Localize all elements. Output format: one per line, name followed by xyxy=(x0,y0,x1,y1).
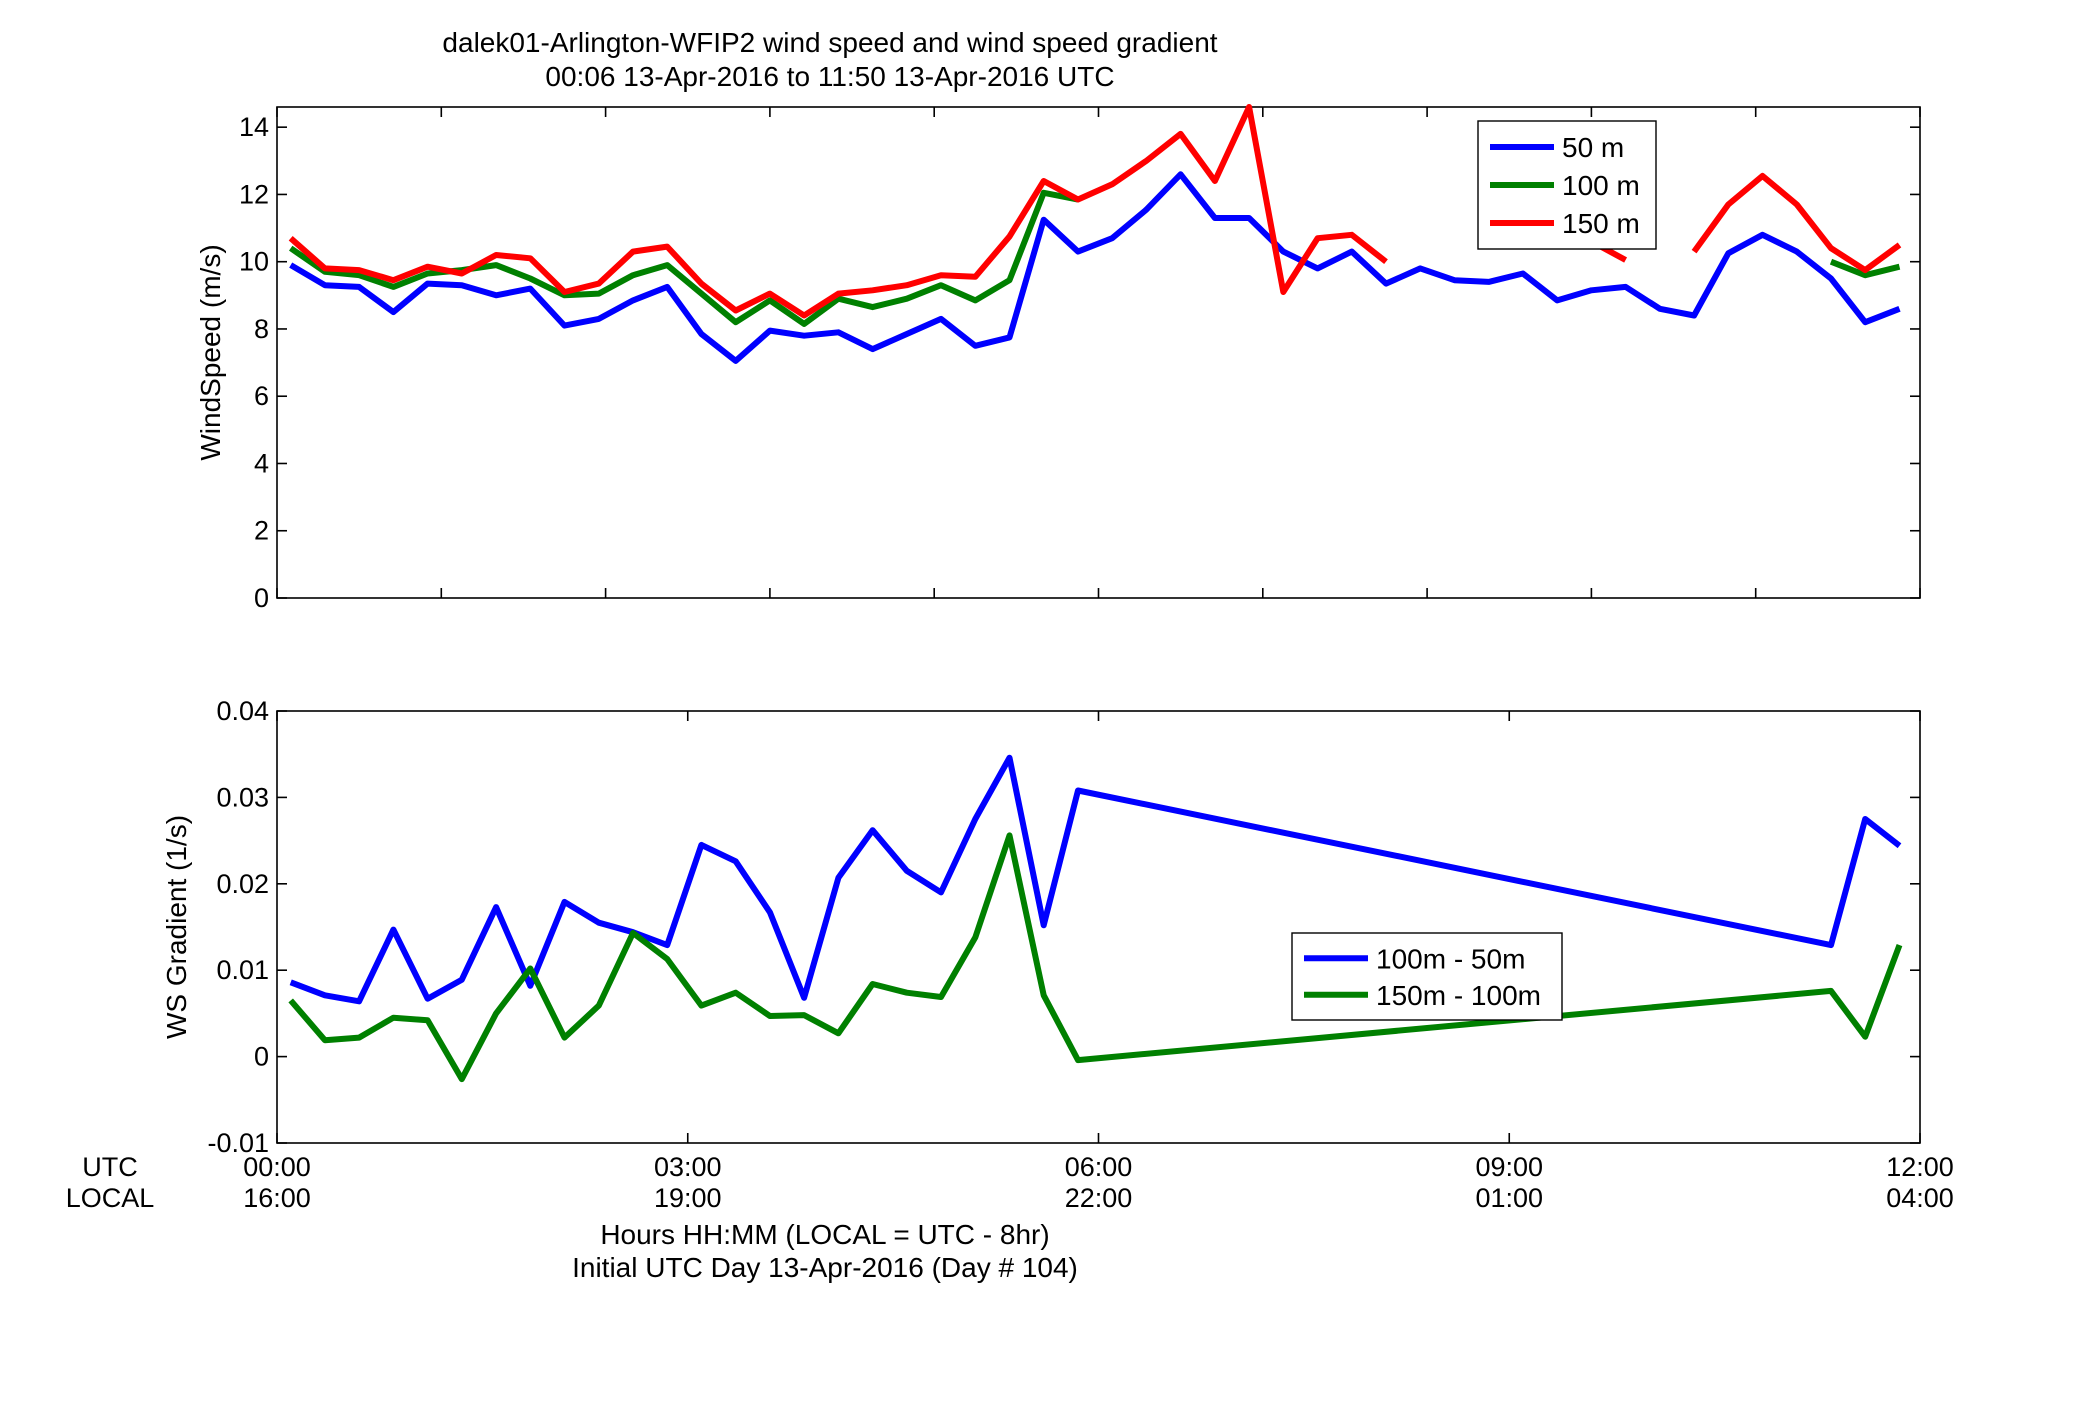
legend-entry: 100m - 50m xyxy=(1376,943,1525,974)
y-tick-label: 6 xyxy=(254,381,269,411)
legend-box xyxy=(1291,932,1563,1021)
y-tick-label: 12 xyxy=(239,179,269,209)
legend-entry: 150m - 100m xyxy=(1376,980,1541,1011)
utc-tick-label: 03:00 xyxy=(654,1152,722,1182)
y-tick-label: 0 xyxy=(254,583,269,613)
local-tick-label: 22:00 xyxy=(1065,1183,1133,1213)
y-axis-label: WS Gradient (1/s) xyxy=(161,815,192,1039)
legend-entry: 50 m xyxy=(1562,132,1624,163)
y-tick-label: 0.02 xyxy=(216,869,269,899)
y-tick-label: 2 xyxy=(254,516,269,546)
local-tick-label: 16:00 xyxy=(243,1183,311,1213)
x-axis-label-line2: Initial UTC Day 13-Apr-2016 (Day # 104) xyxy=(572,1252,1078,1283)
utc-row-label: UTC xyxy=(82,1152,138,1182)
y-tick-label: 0.04 xyxy=(216,696,269,726)
y-tick-label: 4 xyxy=(254,448,269,478)
local-tick-label: 01:00 xyxy=(1475,1183,1543,1213)
series-line-150m-100m xyxy=(288,832,1903,1083)
utc-tick-label: 00:00 xyxy=(243,1152,311,1182)
plot-frame xyxy=(276,710,1921,1144)
legend: 100m - 50m 150m - 100m xyxy=(1291,932,1563,1021)
series-line-50m xyxy=(289,171,1901,364)
figure-title-line2: 00:06 13-Apr-2016 to 11:50 13-Apr-2016 U… xyxy=(545,61,1114,92)
y-tick-label: -0.01 xyxy=(207,1128,269,1158)
utc-tick-label: 12:00 xyxy=(1886,1152,1954,1182)
legend: 50 m 100 m 150 m xyxy=(1477,120,1657,250)
local-tick-label: 04:00 xyxy=(1886,1183,1954,1213)
plot-frame xyxy=(276,106,1921,599)
x-axis-label-line1: Hours HH:MM (LOCAL = UTC - 8hr) xyxy=(600,1219,1049,1250)
local-tick-label: 19:00 xyxy=(654,1183,722,1213)
legend-entry: 150 m xyxy=(1562,208,1640,239)
utc-tick-label: 09:00 xyxy=(1475,1152,1543,1182)
utc-tick-label: 06:00 xyxy=(1065,1152,1133,1182)
figure-title-line1: dalek01-Arlington-WFIP2 wind speed and w… xyxy=(442,27,1217,58)
y-tick-label: 14 xyxy=(239,112,269,142)
y-tick-label: 8 xyxy=(254,314,269,344)
y-tick-label: 10 xyxy=(239,247,269,277)
y-tick-label: 0 xyxy=(254,1042,269,1072)
legend-entry: 100 m xyxy=(1562,170,1640,201)
y-tick-label: 0.03 xyxy=(216,782,269,812)
y-tick-label: 0.01 xyxy=(216,955,269,985)
series-line-100m-50m xyxy=(289,754,1902,1005)
y-axis-label: WindSpeed (m/s) xyxy=(195,244,226,460)
wind-speed-panel: 0 2 4 6 8 10 12 14 WindSpeed (m/s) 50 m 100 m 150 m xyxy=(195,104,1921,613)
wind-gradient-panel: -0.01 0 0.01 0.02 0.03 0.04 WS Gradient (1/s) 1… xyxy=(161,696,1921,1158)
local-row-label: LOCAL xyxy=(66,1183,155,1213)
series-line-100m xyxy=(288,189,1901,327)
